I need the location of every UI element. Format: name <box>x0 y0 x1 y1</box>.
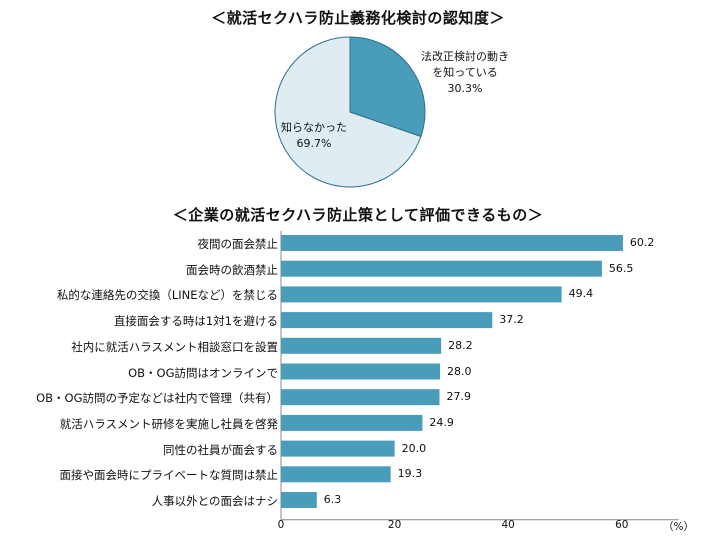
bar-value-label: 28.0 <box>447 364 472 378</box>
bar-value-label: 6.3 <box>323 493 342 506</box>
bar-category-label: OB・OG訪問はオンラインで <box>128 365 278 380</box>
pie-slice-label-text: 知らなかった <box>281 121 347 134</box>
bar-category-label: 社内に就活ハラスメント相談窓口を設置 <box>71 339 278 354</box>
bar-value-label: 56.5 <box>608 261 634 275</box>
x-tick-label: 20 <box>387 519 402 531</box>
bar-category-label: 夜間の面会禁止 <box>197 237 279 251</box>
bar-category-label: 就活ハラスメント研修を実施し社員を啓発 <box>59 416 278 431</box>
bar <box>281 389 440 406</box>
bar-category-label: 人事以外との面会はナシ <box>151 494 278 508</box>
pie-slice-label-unaware: 知らなかった 69.7% <box>270 120 358 152</box>
bar <box>281 312 493 329</box>
bar-category-label: OB・OG訪問の予定などは社内で管理（共有） <box>36 391 278 406</box>
pie-chart-title: ＜就活セクハラ防止義務化検討の認知度＞ <box>211 9 505 27</box>
bar-value-label: 37.2 <box>499 313 524 327</box>
bar-value-label: 27.9 <box>446 390 471 404</box>
bar-value-label: 24.9 <box>429 415 454 429</box>
bar-category-label: 面接や面会時にプライベートな質問は禁止 <box>59 468 279 483</box>
bar <box>281 466 391 483</box>
bar <box>281 286 562 303</box>
bar-category-label: 面会時の飲酒禁止 <box>186 262 278 277</box>
pie-slice-value: 30.3% <box>447 82 483 95</box>
bar <box>281 414 423 431</box>
bar-value-label: 49.4 <box>568 287 594 301</box>
x-tick-label: 0 <box>277 519 285 531</box>
x-tick-label: 60 <box>615 519 629 531</box>
pie-slice-value: 69.7% <box>296 137 332 150</box>
x-tick-label: 40 <box>501 519 515 531</box>
bar <box>281 260 602 277</box>
bar <box>281 440 395 457</box>
pie-slice-label-aware: 法改正検討の動きを知っている 30.3% <box>403 49 527 97</box>
bar-value-label: 20.0 <box>401 441 427 455</box>
bar <box>281 492 317 508</box>
bar-category-label: 直接面会する時は1対1を避ける <box>113 314 278 329</box>
bar-value-label: 19.3 <box>397 467 423 481</box>
x-axis-unit: （%） <box>663 521 694 533</box>
bar <box>281 363 441 380</box>
bar-category-label: 私的な連絡先の交換（LINEなど）を禁じる <box>56 288 278 303</box>
bar <box>281 337 442 354</box>
bar-value-label: 28.2 <box>448 338 473 352</box>
bar-chart-title: ＜企業の就活セクハラ防止策として評価できるもの＞ <box>172 206 544 224</box>
bar-category-label: 同性の社員が面会する <box>163 442 278 457</box>
pie-slice-label-text: 法改正検討の動きを知っている <box>421 50 509 79</box>
bar-value-label: 60.2 <box>629 236 655 249</box>
bar <box>281 235 623 251</box>
